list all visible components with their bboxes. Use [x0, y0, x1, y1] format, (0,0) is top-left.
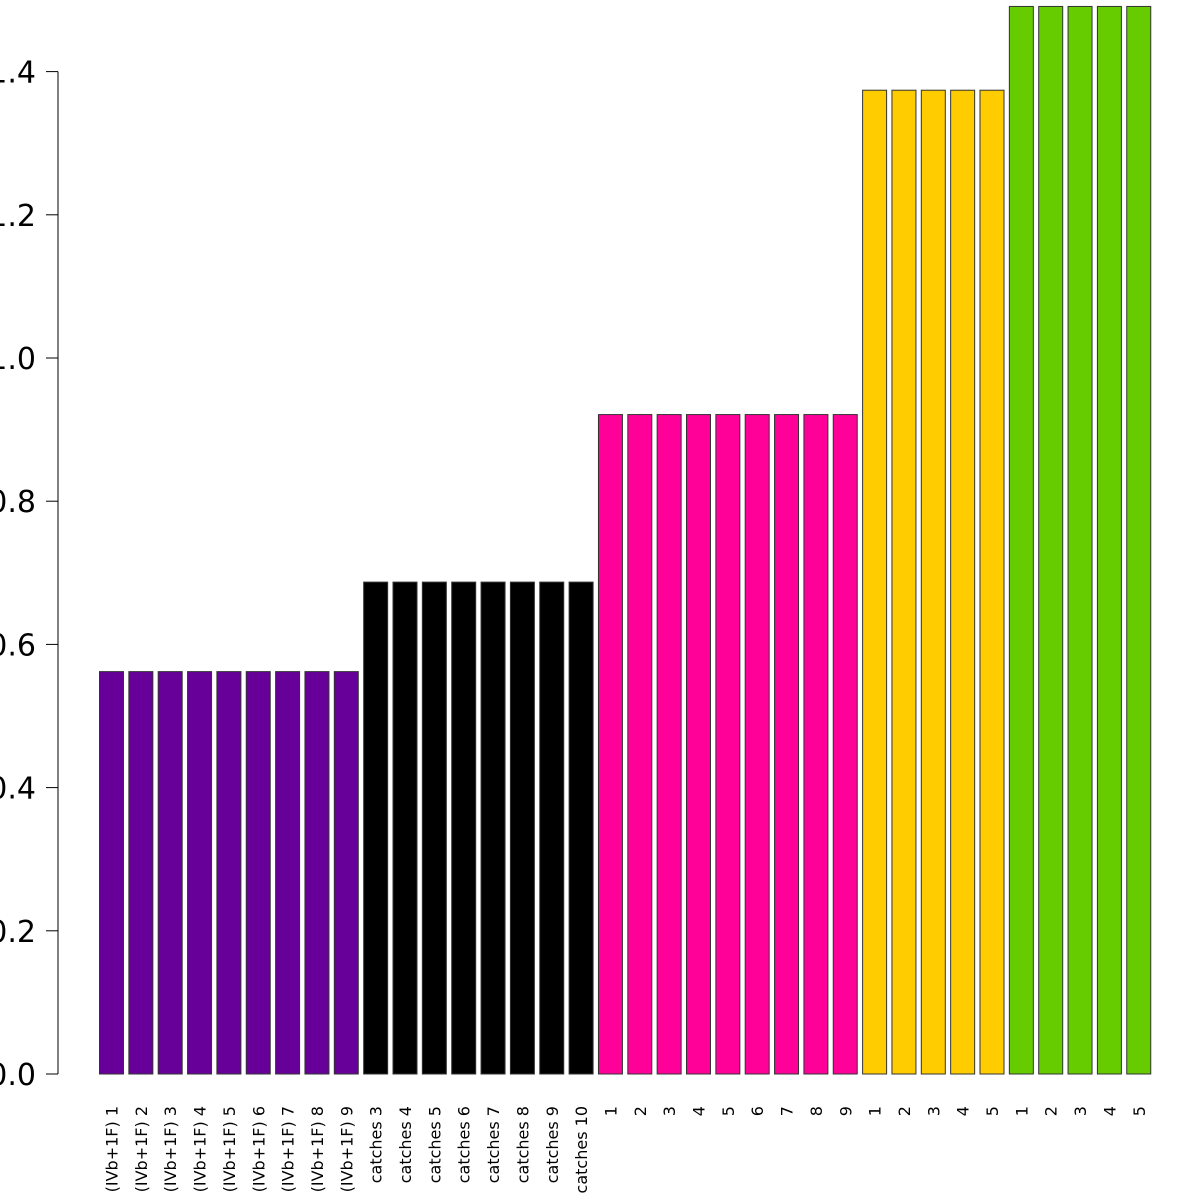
- bar: [744, 414, 770, 1075]
- x-category-label: 4: [690, 1106, 709, 1116]
- x-category-label: 8: [807, 1106, 826, 1116]
- bar: [157, 671, 183, 1075]
- x-category-label: 1: [1012, 1106, 1031, 1116]
- bar: [1008, 5, 1034, 1075]
- y-tick-label: 0.2: [0, 915, 36, 950]
- bar: [920, 89, 946, 1075]
- y-tick-label: 0.8: [0, 485, 36, 520]
- x-category-label: (IVb+1F) 7: [279, 1106, 298, 1192]
- x-category-label: (IVb+1F) 5: [220, 1106, 239, 1192]
- x-category-label: (IVb+1F) 3: [161, 1106, 180, 1192]
- x-category-label: catches 10: [572, 1106, 591, 1193]
- bar: [1126, 5, 1152, 1075]
- x-category-label: (IVb+1F) 9: [337, 1106, 356, 1192]
- bar: [774, 414, 800, 1075]
- x-category-label: 4: [1100, 1106, 1119, 1116]
- y-tick-label: 0.4: [0, 772, 36, 807]
- x-category-label: (IVb+1F) 6: [249, 1106, 268, 1192]
- x-category-label: catches 7: [484, 1106, 503, 1183]
- bar: [304, 671, 330, 1075]
- bar: [832, 414, 858, 1075]
- bar: [803, 414, 829, 1075]
- bar: [597, 414, 623, 1075]
- x-category-label: 1: [866, 1106, 885, 1116]
- x-category-label: 5: [719, 1106, 738, 1116]
- bar: [686, 414, 711, 1075]
- bar: [1096, 5, 1122, 1075]
- bar: [715, 414, 741, 1075]
- bar: [1038, 5, 1064, 1075]
- x-category-label: catches 3: [367, 1106, 386, 1183]
- y-tick-label: 1.2: [0, 199, 36, 234]
- bar: [656, 414, 682, 1075]
- x-category-label: (IVb+1F) 2: [132, 1106, 151, 1192]
- bar: [216, 671, 242, 1075]
- x-category-label: 6: [748, 1106, 767, 1116]
- bars: [99, 5, 1152, 1075]
- x-category-label: catches 8: [513, 1106, 532, 1183]
- y-tick-label: 1.0: [0, 342, 36, 377]
- bar: [627, 414, 653, 1075]
- x-category-label: 3: [924, 1106, 943, 1116]
- y-axis: 0.0 0.2 0.4 0.6 0.8 1.0 1.2 1.4: [0, 56, 59, 1093]
- y-tick-label: 1.4: [0, 56, 36, 91]
- x-category-label: (IVb+1F) 1: [103, 1106, 122, 1192]
- bar: [509, 581, 535, 1075]
- bar: [862, 89, 888, 1075]
- x-category-label: catches 9: [543, 1106, 562, 1183]
- bar: [245, 671, 271, 1075]
- x-category-label: 2: [1042, 1106, 1061, 1116]
- bar: [1067, 5, 1093, 1075]
- bar: [363, 581, 389, 1075]
- bar: [568, 581, 594, 1075]
- bar: [979, 89, 1005, 1075]
- bar: [275, 671, 301, 1075]
- bar: [950, 89, 976, 1075]
- bar: [891, 89, 917, 1075]
- x-category-label: 2: [895, 1106, 914, 1116]
- bar: [128, 671, 154, 1075]
- x-category-label: (IVb+1F) 8: [308, 1106, 327, 1192]
- bar: [539, 581, 565, 1075]
- x-category-label: 4: [954, 1106, 973, 1116]
- bar: [99, 671, 124, 1075]
- x-category-label: catches 6: [455, 1106, 474, 1183]
- x-category-label: 9: [836, 1106, 855, 1116]
- bar: [392, 581, 418, 1075]
- bar: [480, 581, 506, 1075]
- x-category-label: 3: [1071, 1106, 1090, 1116]
- y-tick-label: 0.6: [0, 628, 36, 663]
- x-category-label: 5: [983, 1106, 1002, 1116]
- x-category-label: catches 5: [425, 1106, 444, 1183]
- x-category-label: 5: [1130, 1106, 1149, 1116]
- x-category-label: 2: [631, 1106, 650, 1116]
- x-category-label: (IVb+1F) 4: [191, 1106, 210, 1192]
- x-category-label: 3: [660, 1106, 679, 1116]
- x-axis-labels: (IVb+1F) 1 (IVb+1F) 2 (IVb+1F) 3 (IVb+1F) 4…: [103, 1106, 1149, 1193]
- bar: [421, 581, 447, 1075]
- x-category-label: 7: [778, 1106, 797, 1116]
- bar: [451, 581, 477, 1075]
- bar: [187, 671, 213, 1075]
- bar: [333, 671, 359, 1075]
- x-category-label: 1: [601, 1106, 620, 1116]
- y-tick-label: 0.0: [0, 1058, 36, 1093]
- x-category-label: catches 4: [396, 1106, 415, 1183]
